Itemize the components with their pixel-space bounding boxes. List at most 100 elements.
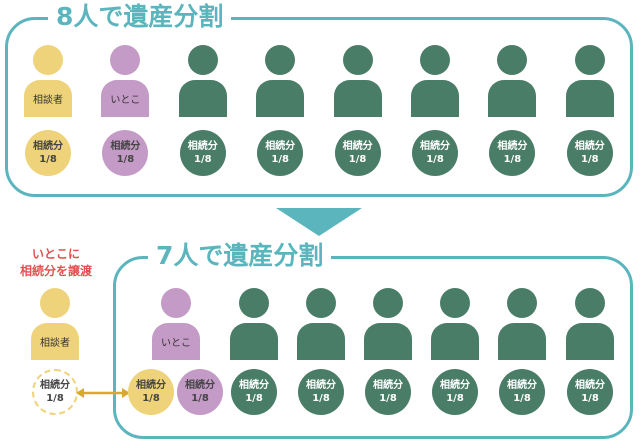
- person-body: いとこ: [152, 323, 200, 360]
- share-label: 相続分: [136, 380, 166, 391]
- share-label: 相続分: [306, 380, 336, 391]
- share-circle: 相続分 1/8: [489, 130, 536, 176]
- share-circle: 相続分 1/8: [499, 369, 545, 415]
- share-label: 相続分: [110, 141, 141, 152]
- person: 相談者: [24, 45, 72, 117]
- share-value: 1/8: [245, 393, 263, 404]
- person-head: [440, 288, 470, 318]
- person-head: [575, 288, 605, 318]
- bottom-title: 7人で遺産分割: [148, 241, 332, 271]
- share-label: 相続分: [185, 380, 215, 391]
- person: [498, 288, 546, 360]
- share-circle: 相続分 1/8: [334, 130, 381, 176]
- person-head: [497, 45, 528, 75]
- share-label: 相続分: [342, 141, 373, 152]
- person: [488, 45, 537, 117]
- person: [431, 288, 479, 360]
- person-head: [161, 288, 191, 318]
- person-body: [230, 323, 278, 360]
- bottom-group-box: [113, 256, 633, 439]
- share-label: 相続分: [575, 380, 605, 391]
- person-head: [33, 45, 63, 75]
- person: いとこ: [152, 288, 200, 360]
- person-head: [239, 288, 269, 318]
- share-value: 1/8: [503, 154, 522, 165]
- person-head: [507, 288, 537, 318]
- person-body: [178, 80, 227, 117]
- share-value: 1/8: [379, 393, 397, 404]
- person-body: [565, 80, 614, 117]
- person-head: [420, 45, 450, 75]
- person-head: [187, 45, 218, 75]
- person: [566, 288, 614, 360]
- share-label: 相続分: [33, 141, 63, 152]
- share-label: 相続分: [574, 141, 605, 152]
- person-body: [566, 323, 614, 360]
- person-head: [40, 288, 70, 318]
- transfer-note-line1: いとこに: [31, 247, 80, 261]
- transfer-arrow-icon: [76, 388, 130, 398]
- share-circle: 相続分 1/8: [177, 369, 223, 415]
- share-label: 相続分: [265, 141, 296, 152]
- share-value: 1/8: [581, 154, 599, 165]
- share-circle: 相続分 1/8: [102, 130, 149, 176]
- person: [411, 45, 459, 117]
- share-value: 1/8: [116, 154, 135, 165]
- share-label: 相続分: [440, 380, 470, 391]
- share-circle: 相続分 1/8: [179, 130, 226, 176]
- share-value: 1/8: [312, 393, 330, 404]
- person-body: [411, 80, 459, 117]
- person-body: いとこ: [101, 80, 150, 117]
- share-value: 1/8: [446, 393, 464, 404]
- person-consultant: 相談者: [31, 288, 79, 360]
- share-circle: 相続分 1/8: [128, 369, 174, 415]
- transfer-note-line2: 相続分を譲渡: [19, 264, 92, 278]
- transferred-share: 相続分 1/8: [32, 369, 78, 415]
- person-body: [297, 323, 345, 360]
- person-body: [333, 80, 382, 117]
- person: [178, 45, 227, 117]
- share-circle: 相続分 1/8: [257, 130, 304, 176]
- share-circle: 相続分 1/8: [412, 130, 458, 176]
- share-value: 1/8: [348, 154, 367, 165]
- share-value: 1/8: [581, 393, 599, 404]
- share-circle: 相続分 1/8: [25, 130, 71, 176]
- person-body: [256, 80, 305, 117]
- share-value: 1/8: [513, 393, 531, 404]
- person-head: [373, 288, 403, 318]
- top-title: 8人で遺産分割: [48, 2, 232, 32]
- share-label: 相続分: [187, 141, 218, 152]
- share-circle: 相続分 1/8: [567, 369, 613, 415]
- share-value: 1/8: [142, 393, 160, 404]
- share-value: 1/8: [46, 393, 64, 404]
- person: [565, 45, 614, 117]
- share-label: 相続分: [420, 141, 450, 152]
- person: [256, 45, 305, 117]
- share-label: 相続分: [373, 380, 403, 391]
- share-value: 1/8: [271, 154, 289, 165]
- person-body: [431, 323, 479, 360]
- share-circle: 相続分 1/8: [231, 369, 277, 415]
- person: [333, 45, 382, 117]
- person-body: 相談者: [24, 80, 72, 117]
- share-circle: 相続分 1/8: [298, 369, 344, 415]
- share-label: 相続分: [40, 380, 70, 391]
- person: [297, 288, 345, 360]
- person-body: [498, 323, 546, 360]
- person-body: [488, 80, 537, 117]
- top-group-box: [5, 17, 633, 197]
- transfer-note: いとこに 相続分を譲渡: [0, 246, 112, 280]
- share-circle: 相続分 1/8: [432, 369, 478, 415]
- share-label: 相続分: [497, 141, 528, 152]
- share-label: 相続分: [507, 380, 537, 391]
- person-head: [110, 45, 141, 75]
- person-body: [364, 323, 412, 360]
- person-body: 相談者: [31, 323, 79, 360]
- share-label: 相続分: [239, 380, 269, 391]
- share-circle: 相続分 1/8: [365, 369, 411, 415]
- down-arrow-icon: [276, 208, 362, 236]
- share-circle: 相続分 1/8: [566, 130, 613, 176]
- share-value: 1/8: [426, 154, 444, 165]
- person-head: [342, 45, 373, 75]
- person: [230, 288, 278, 360]
